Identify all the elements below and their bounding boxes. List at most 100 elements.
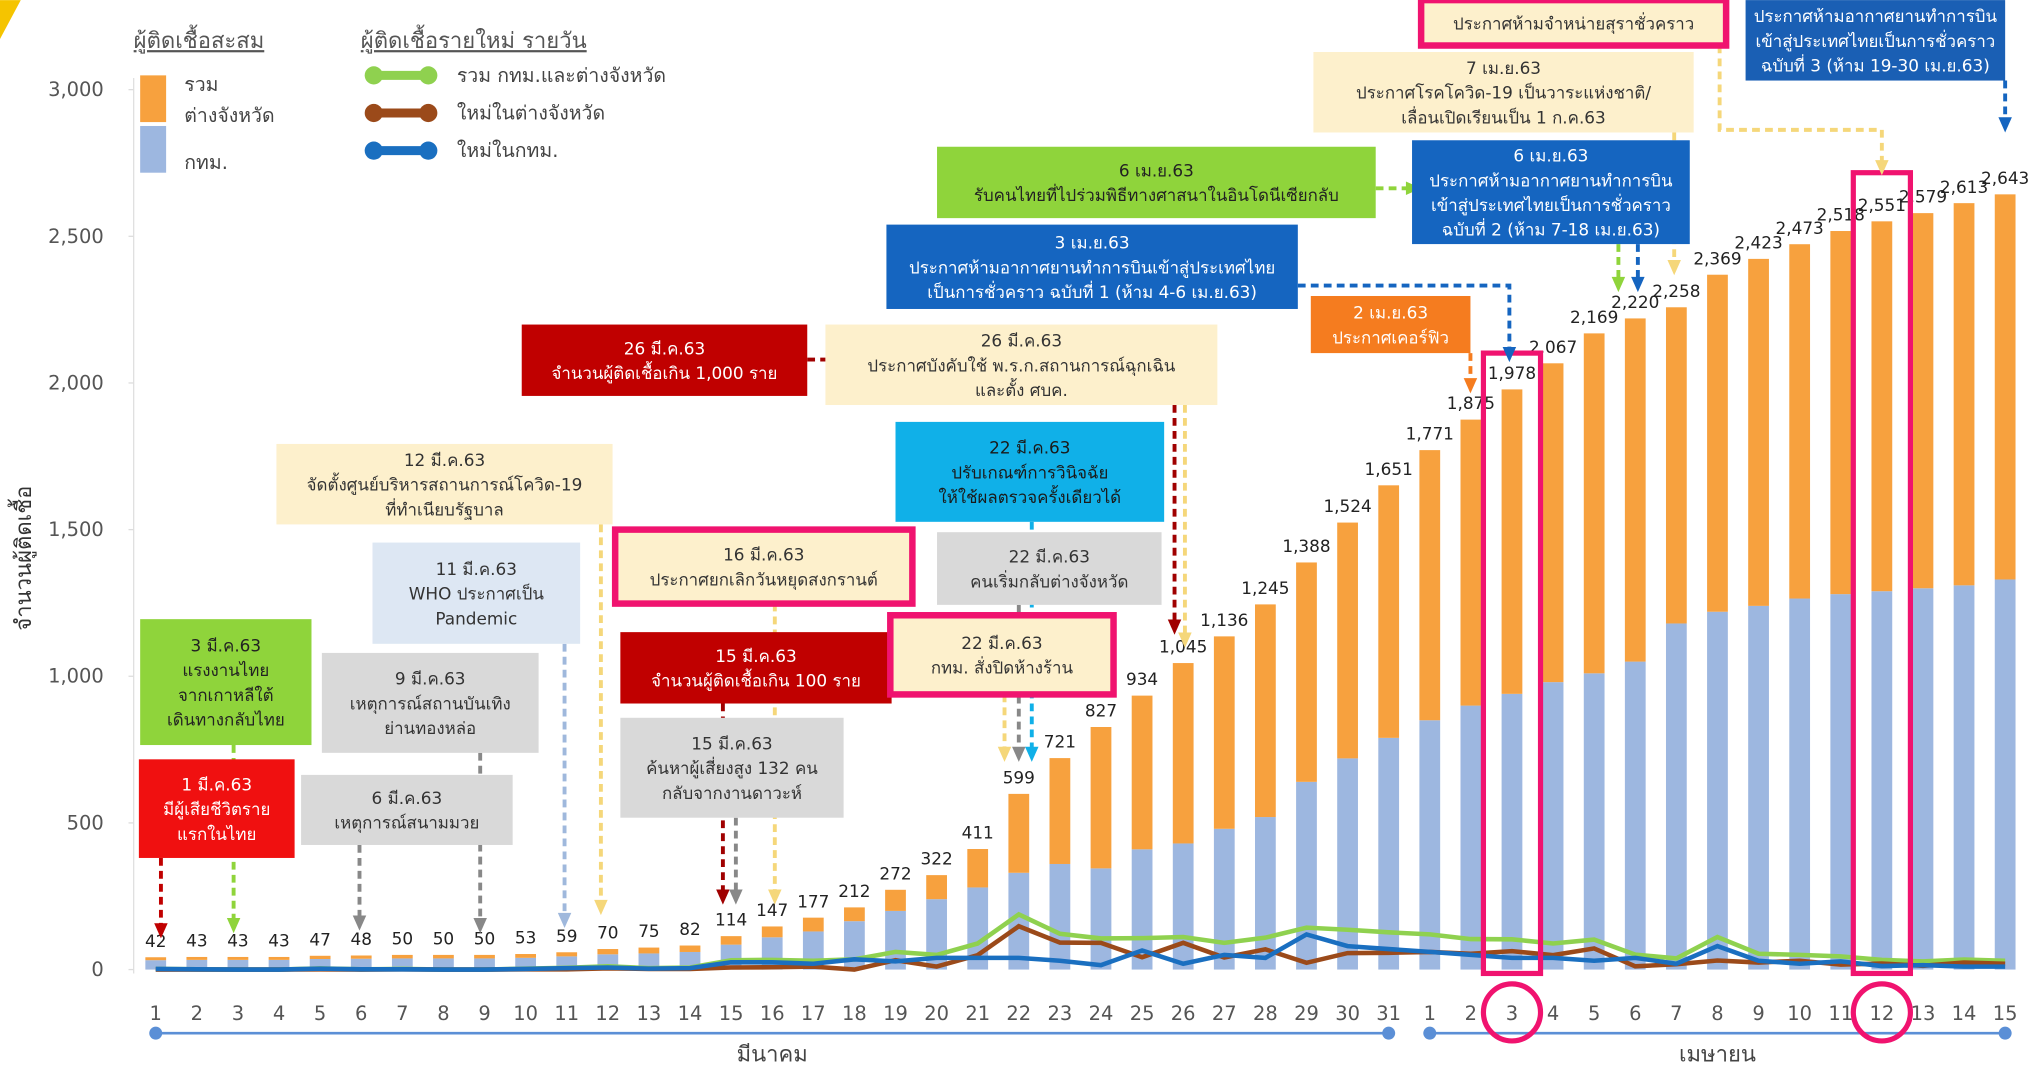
- annotation-text: 6 เม.ย.63: [1119, 161, 1194, 181]
- bar-segment: [1707, 611, 1728, 970]
- bar-segment: [1953, 585, 1975, 970]
- x-tick-label: 22: [1006, 1002, 1031, 1025]
- bar-segment: [1049, 863, 1071, 970]
- data-label: 114: [715, 910, 747, 930]
- bar-segment: [350, 955, 372, 959]
- x-tick-label: 8: [437, 1002, 449, 1025]
- x-tick-label: 6: [355, 1002, 367, 1025]
- data-label: 827: [1085, 701, 1117, 721]
- y-tick-label: 3,000: [48, 78, 104, 101]
- data-label: 1,978: [1488, 363, 1536, 383]
- annotation-box: [1417, 0, 1730, 49]
- arrow-head: [352, 915, 367, 931]
- y-axis-label: จำนวนผู้ติดเชื้อ: [7, 486, 37, 631]
- annotation-box: [825, 324, 1218, 406]
- arrow-head: [226, 918, 241, 934]
- annotation-box: [620, 632, 892, 704]
- arrow-head: [1463, 378, 1478, 394]
- bar-segment: [1419, 450, 1441, 721]
- annotation-text: เข้าสู่ประเทศไทยเป็นการชั่วคราว: [1431, 193, 1671, 216]
- data-label: 212: [838, 881, 870, 901]
- annotation-text: มีผู้เสียชีวิตราย: [163, 799, 270, 820]
- bar-segment: [227, 959, 249, 970]
- data-label: 177: [797, 891, 829, 911]
- annotation-text: ประกาศห้ามอากาศยานทำการบิน: [1754, 6, 1998, 26]
- annotation-text: 3 เม.ย.63: [1055, 233, 1130, 253]
- data-label: 48: [351, 929, 372, 949]
- line-series: [155, 931, 2006, 972]
- bar-segment: [1707, 274, 1728, 612]
- arrow-head: [473, 918, 487, 934]
- legend-dot: [419, 66, 438, 85]
- arrow: [1717, 45, 1884, 167]
- annotation-text: ประกาศห้ามอากาศยานทำการบิน: [1429, 170, 1673, 190]
- annotation-text: จำนวนผู้ติดเชื้อเกิน 100 ราย: [651, 669, 861, 692]
- annotation-text: จัดตั้งศูนย์บริหารสถานการณ์โควิด-19: [307, 473, 583, 496]
- annotation-text: กลับจากงานดาวะห์: [662, 783, 802, 803]
- data-label: 1,875: [1447, 393, 1495, 413]
- annotation-text: 7 เม.ย.63: [1466, 58, 1541, 78]
- bar-segment: [268, 959, 290, 970]
- data-label: 1,388: [1282, 536, 1330, 556]
- data-label: 1,045: [1159, 637, 1207, 657]
- arrow-head: [557, 912, 572, 929]
- x-tick-label: 10: [1787, 1002, 1812, 1025]
- legend-label: รวม ต่างจังหวัด: [184, 73, 274, 127]
- x-tick-label: 13: [637, 1002, 662, 1025]
- data-label: 1,245: [1241, 578, 1289, 598]
- annotation-box: [1313, 52, 1694, 133]
- x-tick-label: 3: [232, 1002, 244, 1025]
- x-tick-label: 16: [760, 1002, 785, 1025]
- data-label: 70: [597, 923, 618, 943]
- month-label: เมษายน: [1679, 1043, 1756, 1067]
- highlight-circle: [1850, 981, 1914, 1044]
- x-tick-label: 27: [1212, 1002, 1237, 1025]
- annotation-text: 2 เม.ย.63: [1353, 303, 1428, 323]
- bar-segment: [433, 958, 454, 970]
- x-tick-label: 24: [1089, 1002, 1114, 1025]
- annotation-text: 16 มี.ค.63: [723, 545, 804, 565]
- legend-dot: [364, 103, 383, 123]
- annotation-box: [321, 652, 539, 753]
- bar-segment: [309, 959, 331, 970]
- bar-segment: [638, 947, 660, 954]
- annotation-text: ประกาศห้ามอากาศยานทำการบินเข้าสู่ประเทศไ…: [909, 257, 1275, 278]
- data-label: 2,473: [1776, 218, 1824, 238]
- annotation-text: เข้าสู่ประเทศไทยเป็นการชั่วคราว: [1755, 29, 1995, 52]
- annotation-text: ให้ใช้ผลตรวจครั้งเดียวได้: [939, 485, 1122, 507]
- bar-segment: [1501, 693, 1523, 970]
- annotation-box: [372, 542, 581, 644]
- bar-segment: [433, 954, 454, 959]
- arrow-head: [729, 889, 743, 905]
- annotation-text: เลื่อนเปิดเรียนเป็น 1 ก.ค.63: [1401, 105, 1605, 127]
- x-tick-label: 7: [1670, 1002, 1682, 1025]
- legend-dot: [419, 141, 438, 160]
- x-tick-label: 29: [1294, 1002, 1319, 1025]
- arrow-head: [1502, 347, 1517, 363]
- bar-segment: [186, 956, 208, 960]
- x-tick-label: 4: [273, 1002, 285, 1025]
- data-label: 59: [556, 926, 577, 946]
- data-label: 53: [515, 928, 536, 948]
- bar-segment: [1090, 868, 1112, 970]
- bar-segment: [1871, 221, 1893, 592]
- arrow-head: [1998, 117, 2012, 133]
- bar-segment: [1665, 623, 1687, 970]
- bar-segment: [761, 926, 783, 938]
- annotation-box: [611, 526, 916, 607]
- annotation-text: ย่านทองหล่อ: [384, 718, 476, 738]
- month-axis-end: [149, 1026, 163, 1040]
- arrow-head: [1012, 746, 1026, 762]
- month-label: มีนาคม: [737, 1043, 808, 1067]
- legend-title: ผู้ติดเชื้อสะสม: [134, 24, 265, 54]
- x-tick-label: 31: [1376, 1002, 1401, 1025]
- bar-segment: [474, 954, 495, 959]
- x-tick-label: 25: [1130, 1002, 1155, 1025]
- bar-segment: [515, 957, 537, 970]
- bar-segment: [967, 849, 989, 888]
- bar-segment: [1213, 636, 1235, 829]
- annotation-box: [895, 421, 1165, 522]
- bar-segment: [1912, 213, 1934, 589]
- annotation-text: จำนวนผู้ติดเชื้อเกิน 1,000 ราย: [552, 361, 778, 384]
